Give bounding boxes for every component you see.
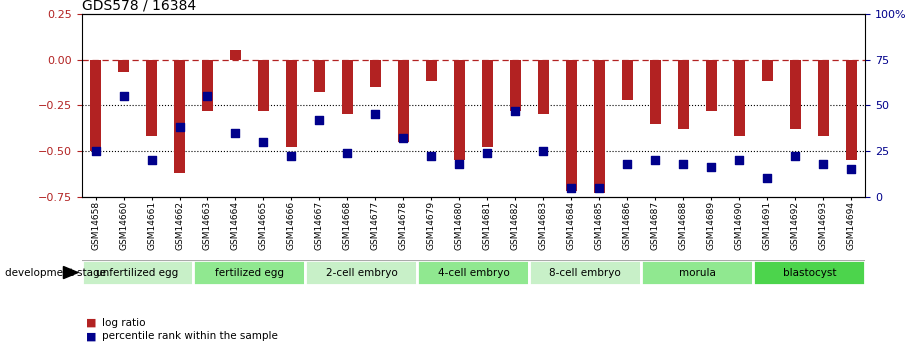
Bar <box>706 60 717 111</box>
Bar <box>622 60 633 100</box>
Bar <box>565 60 577 191</box>
Point <box>144 157 159 163</box>
Point <box>88 148 102 154</box>
Point <box>788 154 803 159</box>
Bar <box>650 60 660 124</box>
Bar <box>641 260 753 285</box>
Point <box>732 157 747 163</box>
Bar <box>753 260 865 285</box>
Point <box>816 161 831 167</box>
Bar <box>678 60 689 129</box>
Point <box>452 161 467 167</box>
Text: 4-cell embryo: 4-cell embryo <box>438 268 509 277</box>
Point <box>564 185 579 190</box>
Bar <box>845 60 857 160</box>
Text: GDS578 / 16384: GDS578 / 16384 <box>82 0 196 13</box>
Bar <box>370 60 381 87</box>
Text: fertilized egg: fertilized egg <box>215 268 284 277</box>
Bar <box>538 60 549 115</box>
Point <box>368 112 382 117</box>
Text: 8-cell embryo: 8-cell embryo <box>549 268 622 277</box>
Bar <box>454 60 465 160</box>
Bar <box>426 60 437 81</box>
Point <box>648 157 662 163</box>
Point <box>256 139 271 145</box>
Point <box>313 117 327 122</box>
Point <box>508 108 523 114</box>
Bar <box>230 50 241 60</box>
Bar <box>529 260 641 285</box>
Text: 2-cell embryo: 2-cell embryo <box>325 268 398 277</box>
Text: percentile rank within the sample: percentile rank within the sample <box>102 332 278 341</box>
Bar <box>482 60 493 147</box>
Bar <box>82 260 194 285</box>
Bar <box>194 260 305 285</box>
Point <box>424 154 439 159</box>
Text: unfertilized egg: unfertilized egg <box>96 268 178 277</box>
Bar <box>118 60 130 72</box>
Point <box>760 176 775 181</box>
Bar <box>418 260 529 285</box>
Bar <box>286 60 297 147</box>
Bar <box>762 60 773 81</box>
Point <box>676 161 690 167</box>
Bar <box>342 60 353 115</box>
Bar <box>313 60 325 92</box>
Point <box>116 93 130 99</box>
Bar <box>146 60 157 136</box>
Bar <box>510 60 521 111</box>
Bar <box>174 60 185 173</box>
Point <box>200 93 215 99</box>
Text: blastocyst: blastocyst <box>783 268 836 277</box>
Bar <box>790 60 801 129</box>
Point <box>284 154 299 159</box>
Bar <box>305 260 418 285</box>
Text: development stage: development stage <box>5 268 105 277</box>
Text: ■: ■ <box>86 318 97 327</box>
Point <box>620 161 634 167</box>
Point <box>844 167 859 172</box>
Point <box>396 135 410 141</box>
Bar <box>258 60 269 111</box>
Point <box>340 150 354 156</box>
Point <box>172 125 187 130</box>
Point <box>480 150 495 156</box>
Bar <box>202 60 213 111</box>
Point <box>536 148 551 154</box>
Point <box>228 130 243 136</box>
Polygon shape <box>63 267 78 279</box>
Text: log ratio: log ratio <box>102 318 146 327</box>
Text: morula: morula <box>679 268 716 277</box>
Bar <box>817 60 829 136</box>
Bar <box>593 60 605 193</box>
Point <box>704 165 718 170</box>
Bar <box>90 60 101 151</box>
Bar <box>398 60 409 142</box>
Bar <box>734 60 745 136</box>
Point <box>593 185 607 190</box>
Text: ■: ■ <box>86 332 97 341</box>
